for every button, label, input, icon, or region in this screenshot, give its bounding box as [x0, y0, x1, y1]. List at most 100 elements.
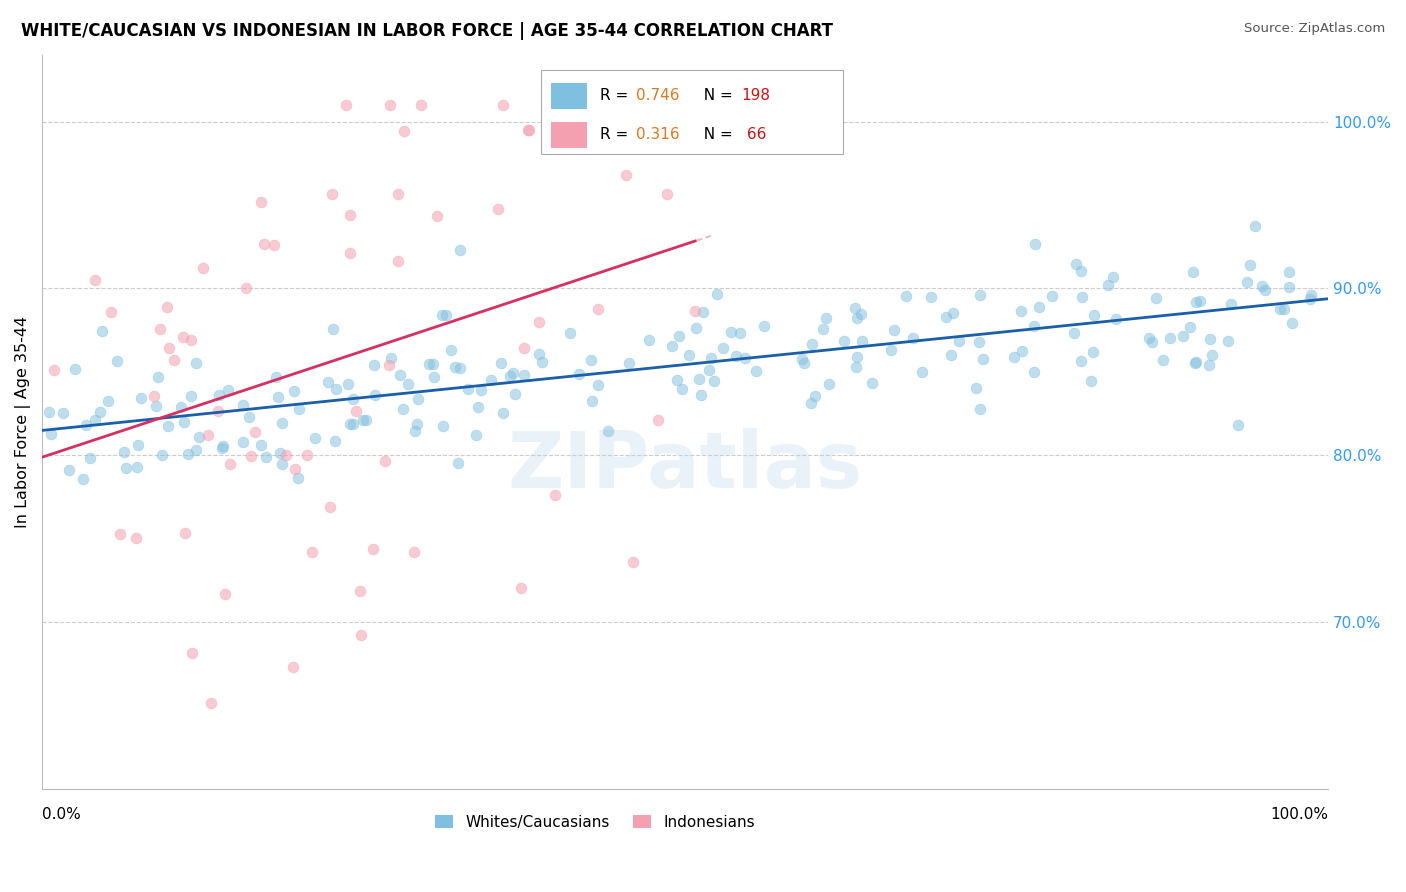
Point: [513, 368, 536, 383]
Point: [815, 311, 838, 326]
Point: [1220, 297, 1243, 311]
Point: [105, 354, 128, 368]
Point: [344, 404, 367, 418]
Point: [939, 348, 962, 362]
Point: [349, 584, 371, 599]
Point: [1064, 257, 1087, 271]
Point: [517, 123, 540, 137]
Point: [163, 353, 186, 368]
Point: [1070, 353, 1092, 368]
Point: [745, 364, 768, 378]
Point: [700, 351, 723, 366]
Point: [844, 301, 866, 315]
Point: [1236, 275, 1258, 289]
Point: [352, 413, 374, 427]
Point: [1281, 316, 1303, 330]
Point: [509, 582, 531, 596]
Point: [108, 526, 131, 541]
Point: [845, 310, 868, 325]
Point: [211, 441, 233, 455]
Point: [89, 405, 111, 419]
Point: [249, 194, 271, 209]
Point: [148, 370, 170, 384]
Point: [486, 202, 509, 217]
Point: [129, 392, 152, 406]
Point: [969, 287, 991, 301]
Point: [250, 438, 273, 452]
Point: [492, 98, 515, 112]
Point: [389, 368, 412, 382]
Point: [281, 659, 304, 673]
Text: R =: R =: [600, 128, 633, 142]
Point: [678, 348, 700, 362]
Point: [42, 363, 65, 377]
Point: [253, 237, 276, 252]
Point: [911, 365, 934, 379]
Point: [84, 273, 107, 287]
Point: [860, 376, 883, 391]
Point: [849, 307, 872, 321]
Point: [114, 460, 136, 475]
Point: [1251, 278, 1274, 293]
Point: [1011, 344, 1033, 359]
Point: [63, 362, 86, 376]
Point: [323, 434, 346, 449]
Point: [527, 315, 550, 329]
Point: [200, 697, 222, 711]
Point: [232, 398, 254, 412]
Point: [1069, 263, 1091, 277]
Point: [1080, 374, 1102, 388]
Point: [1105, 311, 1128, 326]
Point: [655, 186, 678, 201]
Point: [581, 394, 603, 409]
Point: [530, 354, 553, 368]
Point: [283, 384, 305, 398]
Point: [581, 353, 603, 368]
Point: [734, 351, 756, 365]
Point: [374, 454, 396, 468]
Point: [90, 324, 112, 338]
Point: [1243, 219, 1265, 233]
Point: [392, 124, 415, 138]
Point: [1101, 270, 1123, 285]
Point: [288, 401, 311, 416]
Point: [392, 402, 415, 417]
Point: [1298, 292, 1320, 306]
Point: [339, 208, 361, 222]
Point: [405, 417, 427, 431]
Point: [378, 358, 401, 372]
Point: [1171, 329, 1194, 343]
Point: [404, 424, 426, 438]
Point: [1254, 284, 1277, 298]
Point: [942, 306, 965, 320]
Point: [316, 375, 339, 389]
Point: [598, 424, 620, 438]
Point: [1097, 278, 1119, 293]
Point: [276, 448, 298, 462]
Point: [457, 382, 479, 396]
Point: [295, 449, 318, 463]
Point: [157, 341, 180, 355]
Point: [1028, 301, 1050, 315]
Point: [402, 545, 425, 559]
Point: [387, 254, 409, 268]
Point: [127, 438, 149, 452]
Point: [271, 416, 294, 430]
Point: [264, 369, 287, 384]
Point: [361, 542, 384, 557]
Point: [364, 387, 387, 401]
Point: [620, 116, 643, 130]
Point: [647, 413, 669, 427]
Text: WHITE/CAUCASIAN VS INDONESIAN IN LABOR FORCE | AGE 35-44 CORRELATION CHART: WHITE/CAUCASIAN VS INDONESIAN IN LABOR F…: [21, 22, 834, 40]
Point: [217, 383, 239, 397]
Point: [529, 347, 551, 361]
Point: [1178, 320, 1201, 334]
Legend: Whites/Caucasians, Indonesians: Whites/Caucasians, Indonesians: [429, 809, 761, 836]
Point: [711, 341, 734, 355]
Point: [342, 392, 364, 406]
Point: [173, 415, 195, 429]
Point: [543, 98, 565, 112]
Point: [214, 587, 236, 601]
Point: [801, 337, 824, 351]
Point: [638, 333, 661, 347]
